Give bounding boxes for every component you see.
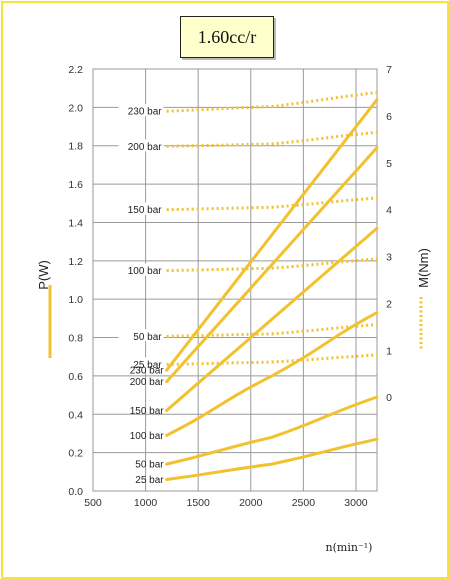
y-right-tick-label: 6	[386, 111, 392, 123]
power-label-100-bar: 100 bar	[130, 431, 165, 442]
torque-label-bg-200-bar	[118, 139, 164, 152]
power-line-50-bar	[165, 395, 379, 466]
x-tick-label: 1500	[187, 497, 211, 509]
torque-label-bg-25-bar	[118, 357, 164, 370]
y-right-tick-label: 2	[386, 298, 392, 310]
power-line-230-bar	[165, 98, 379, 372]
x-tick-label: 2500	[292, 497, 316, 509]
y-left-tick-label: 1.8	[68, 141, 83, 153]
torque-label-25-bar: 25 bar	[133, 360, 162, 371]
power-series-group	[165, 98, 379, 481]
torque-label-bg-230-bar	[118, 104, 164, 117]
torque-label-100-bar: 100 bar	[128, 266, 163, 277]
xlabel: n(min⁻¹)	[326, 541, 373, 554]
torque-line-230-bar	[166, 90, 378, 113]
power-label-50-bar: 50 bar	[135, 460, 164, 471]
power-label-150-bar: 150 bar	[130, 406, 165, 417]
y-left-tick-label: 2.2	[68, 64, 83, 76]
x-tick-label: 2000	[239, 497, 263, 509]
y-left-tick-label: 0.4	[68, 409, 83, 421]
power-line-100-bar	[165, 311, 379, 437]
torque-line-25-bar	[166, 353, 378, 366]
power-label-200-bar: 200 bar	[130, 377, 165, 388]
y-right-tick-label: 4	[386, 205, 392, 217]
torque-label-200-bar: 200 bar	[128, 142, 163, 153]
y-right-tick-label: 3	[386, 252, 392, 264]
y-axis-left-ticks: 0.0 0.2 0.4 0.6 0.8 1.0 1.2 1.4 1.6 1.8 2.0 2.2	[68, 64, 83, 498]
y-left-tick-label: 0.6	[68, 371, 83, 383]
torque-line-200-bar	[166, 130, 378, 148]
torque-line-100-bar	[166, 257, 378, 273]
torque-label-230-bar: 230 bar	[128, 107, 163, 118]
y-right-tick-label: 7	[386, 64, 392, 76]
power-label-230-bar: 230 bar	[130, 366, 165, 377]
y-left-tick-label: 1.0	[68, 294, 83, 306]
power-label-25-bar: 25 bar	[135, 475, 164, 486]
torque-label-bg-150-bar	[118, 202, 164, 215]
y-left-tick-label: 1.4	[68, 217, 83, 229]
x-axis-ticks: 500 1000 1500 2000 2500 3000	[84, 497, 368, 509]
y-left-tick-label: 1.6	[68, 179, 83, 191]
torque-label-50-bar: 50 bar	[133, 332, 162, 343]
torque-series-group	[166, 90, 378, 366]
torque-line-50-bar	[166, 323, 378, 338]
y-right-tick-label: 0	[386, 392, 392, 404]
y-left-tick-label: 0.0	[68, 486, 83, 498]
y-left-tick-label: 1.2	[68, 256, 83, 268]
y-left-tick-label: 0.2	[68, 448, 83, 460]
y-left-tick-label: 0.8	[68, 333, 83, 345]
y-axis-right-ticks: 0 1 2 3 4 5 6 7	[386, 64, 392, 404]
x-tick-label: 3000	[344, 497, 368, 509]
chart-title: 1.60cc/r	[180, 16, 274, 58]
torque-label-bg-50-bar	[118, 329, 164, 342]
x-tick-label: 1000	[134, 497, 158, 509]
y-left-tick-label: 2.0	[68, 102, 83, 114]
power-line-200-bar	[165, 146, 379, 384]
ylabel-left: P(W)	[36, 260, 51, 290]
ylabel-right: M(Nm)	[416, 248, 431, 288]
torque-label-bg-100-bar	[118, 263, 164, 276]
x-tick-label: 500	[84, 497, 102, 509]
y-right-tick-label: 5	[386, 158, 392, 170]
torque-line-150-bar	[166, 196, 378, 212]
power-line-25-bar	[165, 437, 379, 481]
torque-label-150-bar: 150 bar	[128, 205, 163, 216]
y-right-tick-label: 1	[386, 345, 392, 357]
power-line-150-bar	[165, 226, 379, 412]
